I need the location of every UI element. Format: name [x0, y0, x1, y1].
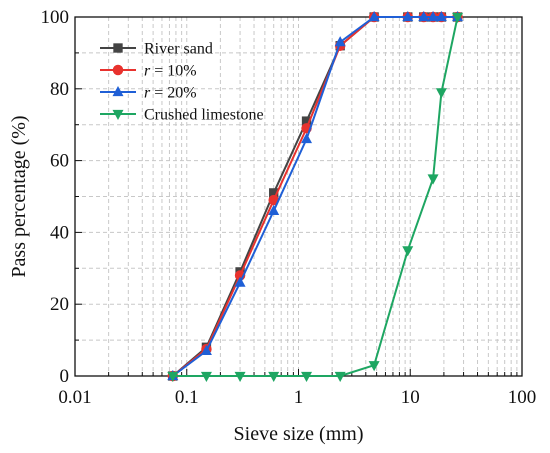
y-tick-label: 60: [50, 151, 69, 172]
data-point: [334, 371, 346, 383]
x-tick-label: 10: [401, 387, 420, 408]
data-point: [301, 116, 312, 126]
x-tick-label: 1: [294, 387, 304, 408]
legend-label: Crushed limestone: [144, 107, 264, 124]
x-axis-tick-labels: 0.01 0.1 1 10 100: [58, 387, 536, 408]
legend-swatch-marker: [112, 64, 124, 76]
y-tick-label: 100: [41, 7, 70, 28]
data-point: [234, 371, 246, 383]
x-tick-label: 0.01: [58, 387, 91, 408]
legend-item: r = 20%: [100, 85, 197, 102]
data-point: [167, 371, 179, 383]
y-axis-tick-labels: 0 20 40 60 80 100: [41, 7, 70, 387]
data-point: [200, 371, 212, 383]
data-point: [234, 276, 246, 287]
data-point: [301, 371, 313, 383]
data-point: [200, 344, 212, 355]
legend-swatch-marker: [113, 43, 123, 53]
data-point: [435, 10, 447, 22]
legend-swatch-marker: [112, 109, 124, 121]
data-point: [301, 133, 313, 144]
legend-item: r = 10%: [100, 63, 197, 80]
legend-label: River sand: [144, 41, 213, 58]
x-tick-label: 0.1: [175, 387, 199, 408]
legend-item: Crushed limestone: [100, 107, 264, 124]
legend-item: River sand: [100, 41, 213, 58]
data-point: [368, 361, 380, 372]
series-group: [167, 10, 464, 383]
grid: [75, 17, 522, 376]
y-tick-label: 80: [50, 79, 69, 100]
data-point: [452, 12, 464, 24]
data-point: [269, 188, 279, 198]
y-tick-label: 0: [60, 366, 70, 387]
legend-swatch-marker: [112, 85, 124, 97]
y-tick-label: 20: [50, 294, 69, 315]
data-point: [418, 10, 430, 22]
data-point: [402, 10, 414, 22]
series-2: [167, 10, 464, 381]
data-point: [435, 88, 447, 99]
legend: River sand r = 10% r = 20% Crushed limeston…: [100, 41, 264, 124]
data-point: [268, 194, 279, 206]
data-point: [268, 204, 280, 215]
data-point: [268, 371, 280, 383]
series-3: [167, 12, 464, 383]
legend-label: r = 20%: [144, 85, 197, 102]
y-axis-title: Pass percentage (%): [8, 115, 30, 277]
x-axis-title: Sieve size (mm): [234, 423, 364, 445]
data-point: [402, 246, 414, 257]
data-point: [368, 10, 380, 22]
x-tick-label: 100: [508, 387, 537, 408]
data-point: [334, 36, 346, 47]
data-point: [427, 10, 439, 22]
legend-label: r = 10%: [144, 63, 197, 80]
y-tick-label: 40: [50, 222, 69, 243]
data-point: [427, 174, 439, 185]
